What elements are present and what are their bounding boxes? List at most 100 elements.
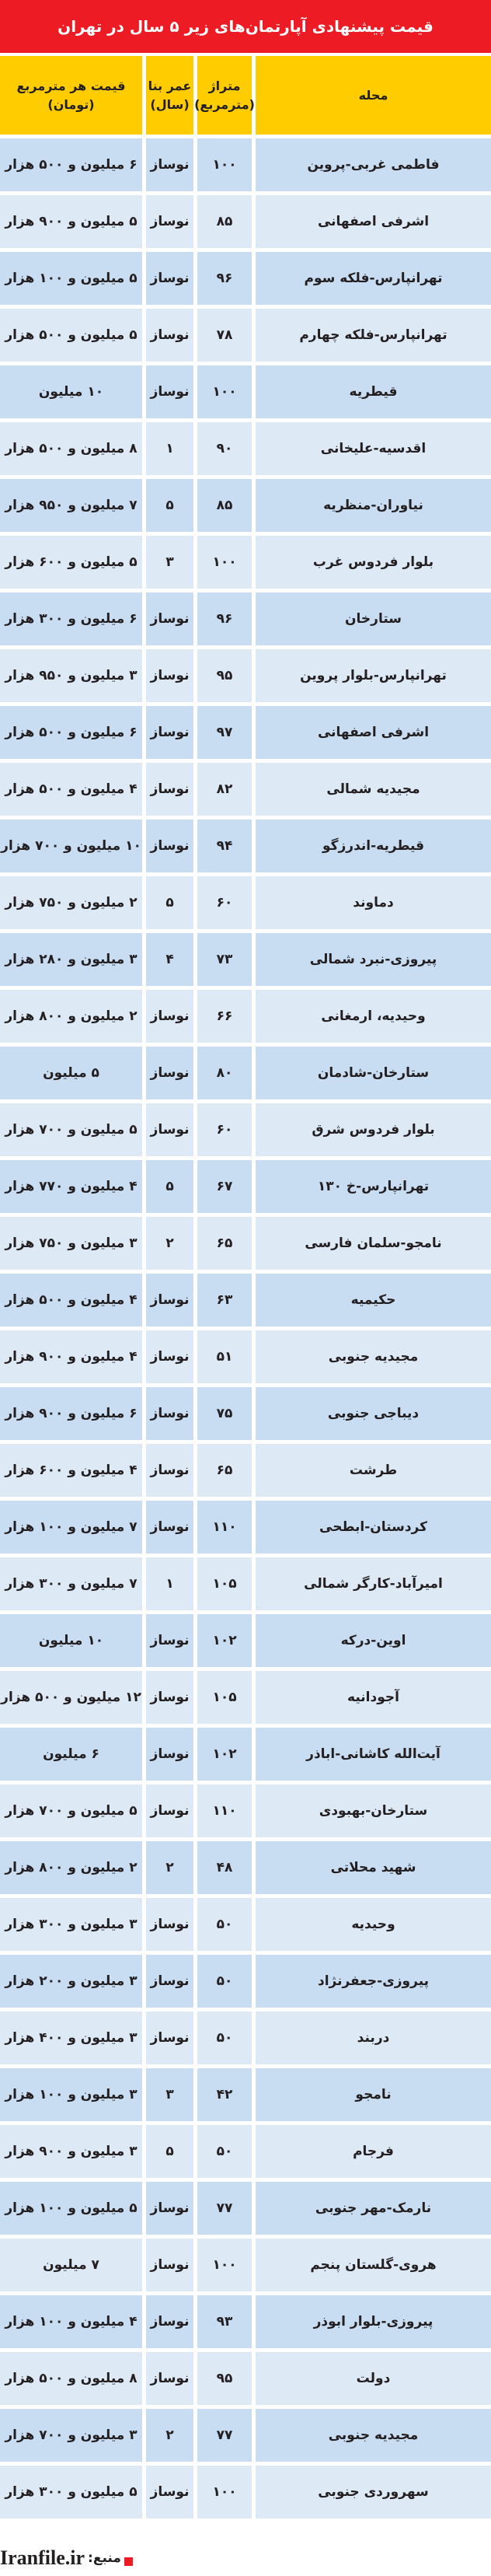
cell-area: ۱۰۲ (197, 1614, 252, 1667)
cell-neighborhood: قیطریه (256, 365, 491, 418)
table-row: ستارخان-بهبودی ۱۱۰ نوساز ۵ میلیون و ۷۰۰ هزا… (0, 1784, 491, 1837)
table-row: دولت ۹۵ نوساز ۸ میلیون و ۵۰۰ هزار (0, 2352, 491, 2405)
cell-age: نوساز (146, 1501, 193, 1554)
table-row: آجودانیه ۱۰۵ نوساز ۱۲ میلیون و ۵۰۰ هزار (0, 1671, 491, 1724)
cell-price: ۷ میلیون (0, 2239, 142, 2291)
cell-area: ۹۳ (197, 2295, 252, 2348)
cell-area: ۹۴ (197, 820, 252, 872)
cell-neighborhood: کردستان-ابطحی (256, 1501, 491, 1554)
cell-price: ۱۰ میلیون (0, 1614, 142, 1667)
cell-area: ۶۵ (197, 1217, 252, 1270)
cell-price: ۷ میلیون و ۳۰۰ هزار (0, 1557, 142, 1610)
cell-age: نوساز (146, 1955, 193, 2008)
cell-area: ۸۲ (197, 763, 252, 816)
cell-age: نوساز (146, 1784, 193, 1837)
table-row: کردستان-ابطحی ۱۱۰ نوساز ۷ میلیون و ۱۰۰ هزار (0, 1501, 491, 1554)
cell-area: ۹۷ (197, 706, 252, 759)
cell-age: ۵ (146, 876, 193, 929)
cell-price: ۵ میلیون و ۷۰۰ هزار (0, 1784, 142, 1837)
page-title: قیمت پیشنهادی آپارتمان‌های زیر ۵ سال در … (0, 0, 491, 53)
cell-age: نوساز (146, 1671, 193, 1724)
table-row: فاطمی غربی-پروین ۱۰۰ نوساز ۶ میلیون و ۵۰۰ ه… (0, 138, 491, 191)
table-row: فرجام ۵۰ ۵ ۳ میلیون و ۹۰۰ هزار (0, 2125, 491, 2178)
cell-neighborhood: هروی-گلستان پنجم (256, 2239, 491, 2291)
cell-neighborhood: ستارخان-شادمان (256, 1047, 491, 1099)
table-row: نامجو-سلمان فارسی ۶۵ ۲ ۳ میلیون و ۷۵۰ هزار (0, 1217, 491, 1270)
cell-neighborhood: وحیدیه (256, 1898, 491, 1951)
table-row: پیروزی-جعفرنژاد ۵۰ نوساز ۳ میلیون و ۲۰۰ هزا… (0, 1955, 491, 2008)
cell-price: ۶ میلیون و ۹۰۰ هزار (0, 1387, 142, 1440)
cell-price: ۵ میلیون و ۳۰۰ هزار (0, 2466, 142, 2518)
cell-price: ۱۲ میلیون و ۵۰۰ هزار (0, 1671, 142, 1724)
cell-price: ۴ میلیون و ۱۰۰ هزار (0, 2295, 142, 2348)
cell-neighborhood: شهید محلاتی (256, 1841, 491, 1894)
cell-price: ۶ میلیون و ۵۰۰ هزار (0, 138, 142, 191)
cell-neighborhood: سهروردی جنوبی (256, 2466, 491, 2518)
cell-price: ۵ میلیون و ۷۰۰ هزار (0, 1103, 142, 1156)
cell-price: ۸ میلیون و ۵۰۰ هزار (0, 2352, 142, 2405)
cell-neighborhood: نامجو-سلمان فارسی (256, 1217, 491, 1270)
cell-area: ۴۲ (197, 2068, 252, 2121)
cell-area: ۱۰۰ (197, 365, 252, 418)
cell-area: ۷۷ (197, 2409, 252, 2462)
cell-age: نوساز (146, 252, 193, 305)
table-row: دماوند ۶۰ ۵ ۲ میلیون و ۷۵۰ هزار (0, 876, 491, 929)
table-row: نارمک-مهر جنوبی ۷۷ نوساز ۵ میلیون و ۱۰۰ هزا… (0, 2182, 491, 2235)
cell-area: ۱۰۰ (197, 2466, 252, 2518)
cell-area: ۹۵ (197, 2352, 252, 2405)
cell-area: ۱۰۲ (197, 1728, 252, 1781)
table-row: تهرانپارس-بلوار پروین ۹۵ نوساز ۳ میلیون و ۹… (0, 649, 491, 702)
cell-age: ۲ (146, 2409, 193, 2462)
table-row: تهرانپارس-فلکه چهارم ۷۸ نوساز ۵ میلیون و ۵۰… (0, 309, 491, 362)
cell-price: ۳ میلیون و ۴۰۰ هزار (0, 2012, 142, 2064)
cell-age: نوساز (146, 820, 193, 872)
table-row: امیرآباد-کارگر شمالی ۱۰۵ ۱ ۷ میلیون و ۳۰۰ ه… (0, 1557, 491, 1610)
cell-area: ۱۰۰ (197, 536, 252, 589)
table-row: وحیدیه ۵۰ نوساز ۳ میلیون و ۳۰۰ هزار (0, 1898, 491, 1951)
cell-neighborhood: فرجام (256, 2125, 491, 2178)
cell-age: نوساز (146, 365, 193, 418)
cell-age: ۵ (146, 2125, 193, 2178)
cell-area: ۱۱۰ (197, 1501, 252, 1554)
table-row: پیروزی-نبرد شمالی ۷۳ ۴ ۳ میلیون و ۲۸۰ هزار (0, 933, 491, 986)
cell-area: ۶۷ (197, 1160, 252, 1213)
cell-age: نوساز (146, 2295, 193, 2348)
cell-area: ۷۳ (197, 933, 252, 986)
cell-age: نوساز (146, 592, 193, 645)
table-row: پیروزی-بلوار ابوذر ۹۳ نوساز ۴ میلیون و ۱۰۰ … (0, 2295, 491, 2348)
cell-age: ۲ (146, 1841, 193, 1894)
cell-price: ۵ میلیون و ۶۰۰ هزار (0, 536, 142, 589)
cell-neighborhood: بلوار فردوس غرب (256, 536, 491, 589)
cell-neighborhood: وحیدیه، ارمغانی (256, 990, 491, 1043)
table-row: اوین-درکه ۱۰۲ نوساز ۱۰ میلیون (0, 1614, 491, 1667)
cell-area: ۱۰۵ (197, 1671, 252, 1724)
cell-age: ۴ (146, 933, 193, 986)
cell-price: ۴ میلیون و ۵۰۰ هزار (0, 1274, 142, 1326)
cell-age: نوساز (146, 309, 193, 362)
cell-neighborhood: اشرفی اصفهانی (256, 706, 491, 759)
cell-area: ۶۳ (197, 1274, 252, 1326)
cell-price: ۵ میلیون و ۱۰۰ هزار (0, 252, 142, 305)
cell-age: ۳ (146, 536, 193, 589)
cell-neighborhood: تهرانپارس-فلکه چهارم (256, 309, 491, 362)
table-body: فاطمی غربی-پروین ۱۰۰ نوساز ۶ میلیون و ۵۰۰ ه… (0, 138, 491, 2518)
header-area: متراژ (مترمربع) (194, 56, 255, 135)
cell-neighborhood: تهرانپارس-بلوار پروین (256, 649, 491, 702)
cell-age: نوساز (146, 2352, 193, 2405)
cell-price: ۲ میلیون و ۷۵۰ هزار (0, 876, 142, 929)
cell-price: ۵ میلیون (0, 1047, 142, 1099)
cell-neighborhood: پیروزی-نبرد شمالی (256, 933, 491, 986)
cell-neighborhood: امیرآباد-کارگر شمالی (256, 1557, 491, 1610)
cell-neighborhood: ستارخان-بهبودی (256, 1784, 491, 1837)
cell-area: ۵۱ (197, 1330, 252, 1383)
cell-neighborhood: دربند (256, 2012, 491, 2064)
cell-neighborhood: پیروزی-جعفرنژاد (256, 1955, 491, 2008)
cell-price: ۷ میلیون و ۹۵۰ هزار (0, 479, 142, 532)
cell-age: نوساز (146, 1330, 193, 1383)
table-row: وحیدیه، ارمغانی ۶۶ نوساز ۲ میلیون و ۸۰۰ هزا… (0, 990, 491, 1043)
cell-neighborhood: دماوند (256, 876, 491, 929)
table-row: تهرانپارس-خ ۱۳۰ ۶۷ ۵ ۴ میلیون و ۷۷۰ هزار (0, 1160, 491, 1213)
table-row: آیت‌الله کاشانی-اباذر ۱۰۲ نوساز ۶ میلیون (0, 1728, 491, 1781)
cell-age: نوساز (146, 2182, 193, 2235)
cell-age: نوساز (146, 763, 193, 816)
